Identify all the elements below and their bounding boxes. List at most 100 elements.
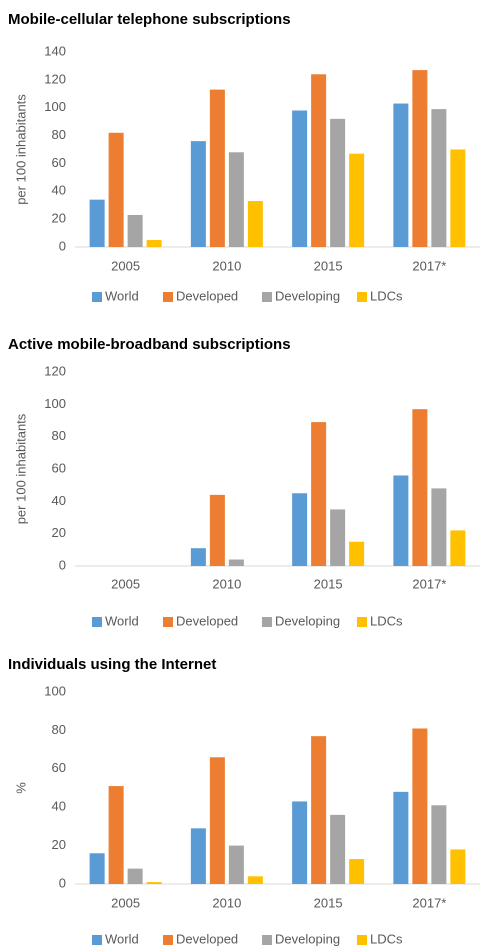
y-tick-label: 80 — [52, 428, 66, 443]
legend-swatch — [92, 617, 102, 627]
bar — [190, 548, 206, 566]
bar — [190, 828, 206, 884]
chart-title: Individuals using the Internet — [8, 656, 216, 673]
bar — [146, 240, 162, 247]
x-tick-label: 2010 — [212, 258, 241, 273]
y-axis-label: per 100 inhabitants — [13, 94, 28, 205]
legend-label: LDCs — [370, 288, 403, 303]
legend-label: LDCs — [370, 613, 403, 628]
legend-label: Developing — [275, 288, 340, 303]
bar — [330, 118, 346, 247]
x-tick-label: 2010 — [212, 895, 241, 910]
x-tick-label: 2015 — [314, 576, 343, 591]
bar — [412, 728, 428, 884]
x-tick-label: 2017* — [412, 258, 446, 273]
bar — [108, 786, 124, 884]
bar — [127, 214, 143, 247]
bar — [89, 853, 105, 884]
y-tick-label: 0 — [59, 875, 66, 890]
bar — [247, 201, 263, 247]
legend-label: Developed — [176, 288, 238, 303]
legend-swatch — [262, 935, 272, 945]
y-tick-label: 0 — [59, 238, 66, 253]
bar — [228, 845, 244, 884]
bar — [146, 882, 162, 884]
x-tick-label: 2015 — [314, 258, 343, 273]
bar — [450, 849, 466, 884]
bar — [89, 199, 105, 247]
y-tick-label: 60 — [52, 155, 66, 170]
legend-label: Developed — [176, 931, 238, 946]
legend-label: LDCs — [370, 931, 403, 946]
bar — [311, 422, 327, 566]
bar — [349, 541, 365, 566]
legend-swatch — [92, 292, 102, 302]
legend-swatch — [163, 617, 173, 627]
legend-swatch — [357, 935, 367, 945]
x-tick-label: 2015 — [314, 895, 343, 910]
y-tick-label: 0 — [59, 557, 66, 572]
x-tick-label: 2010 — [212, 576, 241, 591]
y-tick-label: 20 — [52, 211, 66, 226]
legend-swatch — [262, 292, 272, 302]
y-tick-label: 120 — [44, 71, 66, 86]
bar — [330, 509, 346, 566]
legend-label: World — [105, 288, 139, 303]
bar — [127, 868, 143, 884]
bar — [209, 494, 225, 566]
legend-label: World — [105, 613, 139, 628]
bar — [228, 559, 244, 566]
legend-swatch — [262, 617, 272, 627]
bar — [349, 859, 365, 884]
x-tick-label: 2005 — [111, 895, 140, 910]
y-tick-label: 40 — [52, 799, 66, 814]
legend-swatch — [92, 935, 102, 945]
x-tick-label: 2017* — [412, 895, 446, 910]
bar — [292, 110, 308, 247]
bar — [431, 488, 447, 566]
legend-label: Developing — [275, 931, 340, 946]
bar — [209, 89, 225, 247]
bar — [311, 74, 327, 248]
bar — [311, 736, 327, 884]
x-tick-label: 2005 — [111, 576, 140, 591]
legend-label: Developing — [275, 613, 340, 628]
bar — [450, 530, 466, 566]
y-tick-label: 40 — [52, 493, 66, 508]
y-tick-label: 20 — [52, 525, 66, 540]
bar — [431, 805, 447, 884]
bar — [393, 103, 409, 248]
bar — [247, 876, 263, 884]
legend-swatch — [357, 617, 367, 627]
bar — [431, 109, 447, 247]
y-tick-label: 100 — [44, 396, 66, 411]
legend-label: World — [105, 931, 139, 946]
bar — [228, 152, 244, 247]
bar — [190, 141, 206, 247]
legend-swatch — [163, 292, 173, 302]
y-axis-label: per 100 inhabitants — [13, 413, 28, 524]
chart-title: Active mobile-broadband subscriptions — [8, 336, 291, 353]
bar — [292, 493, 308, 566]
y-tick-label: 100 — [44, 99, 66, 114]
y-tick-label: 120 — [44, 363, 66, 378]
y-axis-label: % — [13, 782, 28, 794]
x-tick-label: 2017* — [412, 576, 446, 591]
legend-swatch — [163, 935, 173, 945]
chart-title: Mobile-cellular telephone subscriptions — [8, 11, 291, 28]
bar — [292, 801, 308, 884]
y-tick-label: 80 — [52, 722, 66, 737]
bar — [412, 70, 428, 247]
y-tick-label: 60 — [52, 760, 66, 775]
x-tick-label: 2005 — [111, 258, 140, 273]
bar — [412, 409, 428, 566]
bar — [108, 132, 124, 247]
y-tick-label: 40 — [52, 183, 66, 198]
y-tick-label: 20 — [52, 837, 66, 852]
y-tick-label: 80 — [52, 127, 66, 142]
bar — [393, 475, 409, 566]
bar — [393, 791, 409, 884]
y-tick-label: 100 — [44, 683, 66, 698]
legend-label: Developed — [176, 613, 238, 628]
